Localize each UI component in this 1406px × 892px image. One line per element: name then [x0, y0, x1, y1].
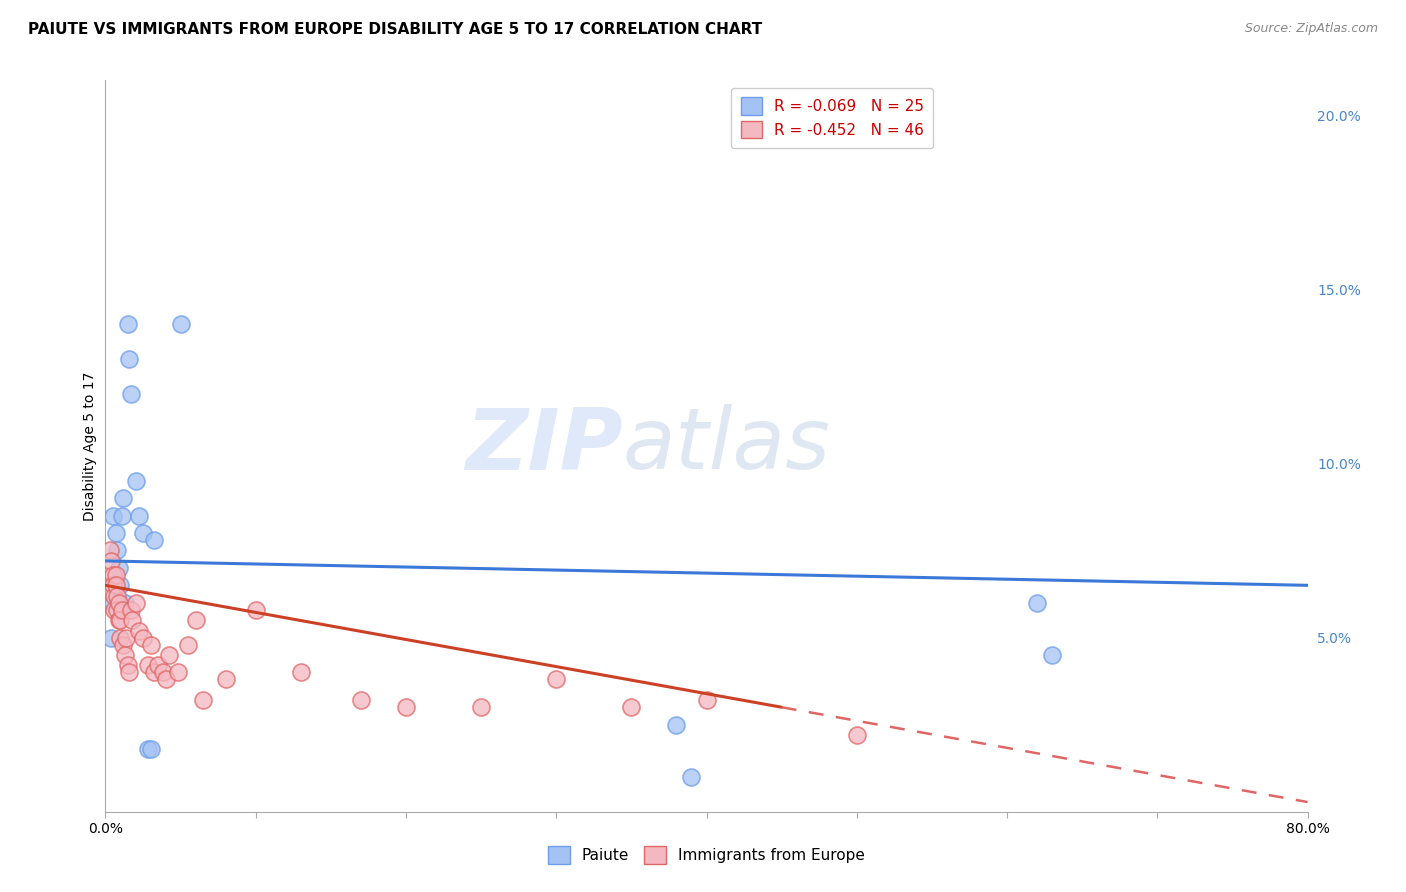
Point: [124, 474, 146, 488]
Point: [112, 491, 135, 506]
Point: [118, 665, 141, 680]
Point: [107, 589, 129, 603]
Text: atlas: atlas: [623, 404, 831, 488]
Point: [107, 603, 129, 617]
Point: [290, 665, 312, 680]
Point: [117, 317, 139, 331]
Point: [157, 648, 180, 662]
Point: [111, 603, 134, 617]
Point: [1026, 596, 1049, 610]
Point: [152, 665, 174, 680]
Point: [191, 693, 214, 707]
Point: [696, 693, 718, 707]
Point: [136, 742, 159, 756]
Point: [166, 665, 188, 680]
Point: [121, 613, 143, 627]
Point: [155, 673, 177, 687]
Point: [100, 631, 122, 645]
Point: [139, 638, 162, 652]
Point: [110, 578, 132, 592]
Point: [128, 624, 150, 638]
Point: [665, 717, 688, 731]
Point: [100, 554, 122, 568]
Text: ZIP: ZIP: [465, 404, 623, 488]
Point: [101, 508, 124, 523]
Point: [114, 596, 136, 610]
Point: [132, 631, 155, 645]
Point: [139, 742, 162, 756]
Point: [128, 508, 150, 523]
Point: [620, 700, 643, 714]
Point: [110, 613, 132, 627]
Point: [395, 700, 418, 714]
Y-axis label: Disability Age 5 to 17: Disability Age 5 to 17: [83, 371, 97, 521]
Point: [177, 638, 200, 652]
Point: [101, 578, 124, 592]
Point: [107, 543, 129, 558]
Point: [214, 673, 236, 687]
Point: [110, 631, 132, 645]
Point: [845, 728, 868, 742]
Point: [136, 658, 159, 673]
Point: [120, 603, 142, 617]
Point: [108, 613, 131, 627]
Point: [681, 770, 703, 784]
Point: [184, 613, 207, 627]
Point: [117, 658, 139, 673]
Point: [101, 596, 124, 610]
Point: [120, 386, 142, 401]
Text: Source: ZipAtlas.com: Source: ZipAtlas.com: [1244, 22, 1378, 36]
Point: [124, 596, 146, 610]
Point: [132, 526, 155, 541]
Point: [108, 561, 131, 575]
Point: [104, 526, 127, 541]
Point: [114, 648, 136, 662]
Point: [104, 567, 127, 582]
Point: [112, 638, 135, 652]
Point: [103, 589, 125, 603]
Legend: Paiute, Immigrants from Europe: Paiute, Immigrants from Europe: [543, 840, 870, 870]
Point: [142, 665, 165, 680]
Point: [350, 693, 373, 707]
Point: [1040, 648, 1063, 662]
Point: [169, 317, 191, 331]
Point: [146, 658, 169, 673]
Point: [118, 351, 141, 366]
Point: [245, 603, 267, 617]
Point: [115, 631, 138, 645]
Point: [111, 508, 134, 523]
Text: PAIUTE VS IMMIGRANTS FROM EUROPE DISABILITY AGE 5 TO 17 CORRELATION CHART: PAIUTE VS IMMIGRANTS FROM EUROPE DISABIL…: [28, 22, 762, 37]
Point: [546, 673, 568, 687]
Point: [98, 543, 121, 558]
Point: [142, 533, 165, 547]
Point: [104, 578, 127, 592]
Point: [103, 603, 125, 617]
Point: [470, 700, 492, 714]
Point: [107, 596, 129, 610]
Point: [101, 567, 124, 582]
Point: [108, 596, 131, 610]
